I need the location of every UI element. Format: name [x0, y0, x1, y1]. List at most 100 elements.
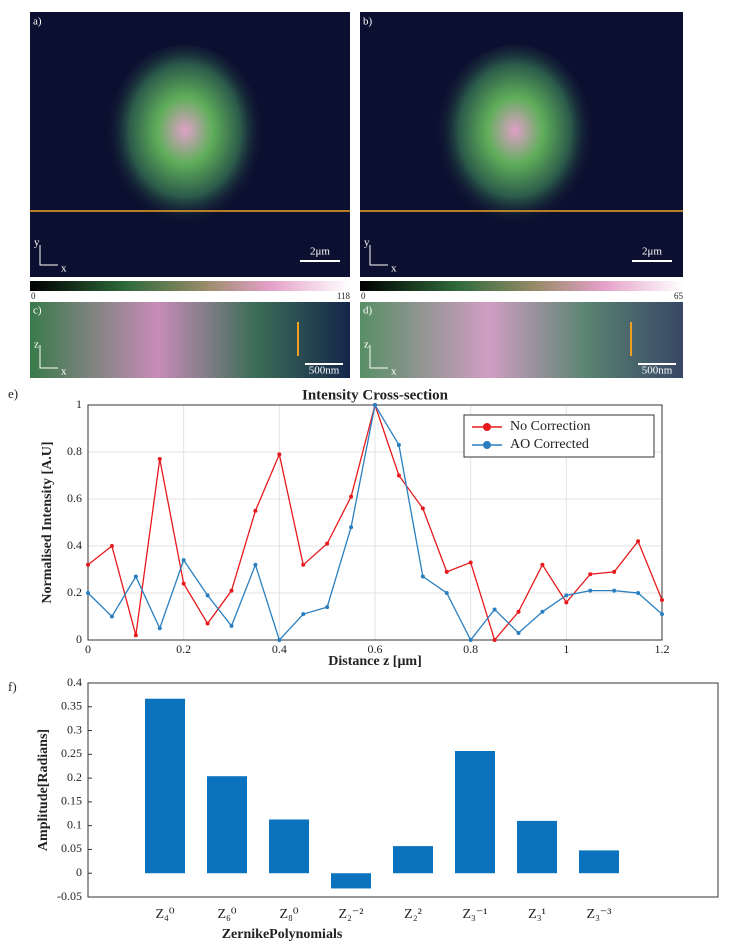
colorbar-label: 118 — [337, 291, 351, 301]
point — [636, 591, 641, 595]
legend-label: No Correction — [510, 419, 590, 434]
x-tick-label: Z₃¹ — [528, 907, 546, 922]
point — [229, 623, 234, 628]
point — [540, 609, 545, 614]
x-tick-label: Z₃⁻¹ — [462, 907, 487, 922]
x-tick-label: Z₈⁰ — [279, 907, 298, 922]
image-panel: c) z x 500nm — [30, 302, 350, 378]
point — [157, 626, 162, 631]
x-tick-label: 0.4 — [272, 642, 287, 656]
colorbar-label: 65 — [674, 291, 684, 301]
axis-label: x — [61, 263, 67, 275]
point — [109, 614, 114, 619]
x-tick-label: Z₄⁰ — [155, 907, 174, 922]
y-tick-label: 0.4 — [67, 675, 82, 689]
point — [253, 508, 258, 513]
point — [277, 452, 282, 457]
point — [229, 588, 234, 593]
image-panel: d) z x 500nm — [360, 302, 683, 378]
scale-bar-label: 500nm — [309, 365, 340, 377]
axis-label: y — [34, 237, 40, 249]
axis-label: x — [391, 263, 397, 275]
point — [612, 588, 617, 593]
y-tick-label: 0.6 — [67, 491, 82, 505]
plot-frame — [87, 682, 719, 898]
image-panel: b) y x 2μm — [360, 12, 683, 277]
x-tick-label: Z₂⁻² — [338, 907, 363, 922]
bar — [145, 698, 185, 874]
point — [396, 442, 401, 447]
y-tick-label: 0 — [76, 865, 82, 879]
colorbar — [360, 281, 683, 291]
point — [612, 569, 617, 574]
point — [444, 569, 449, 574]
point — [636, 539, 641, 544]
y-tick-label: 0.1 — [67, 817, 82, 831]
point — [325, 541, 330, 546]
bar — [207, 776, 247, 874]
point — [205, 593, 210, 598]
panel-label: a) — [33, 16, 42, 28]
y-tick-label: 0.3 — [67, 722, 82, 736]
panel-label: f) — [8, 679, 17, 694]
y-tick-label: 0.2 — [67, 585, 82, 599]
y-tick-label: 0.15 — [61, 794, 82, 808]
point — [540, 562, 545, 567]
point — [181, 581, 186, 586]
bar — [393, 846, 433, 874]
point — [349, 494, 354, 499]
scale-bar-label: 2μm — [642, 246, 662, 258]
point — [420, 574, 425, 579]
y-tick-label: 0.35 — [61, 699, 82, 713]
y-axis-label: Normalised Intensity [A.U] — [40, 441, 55, 603]
point — [396, 473, 401, 478]
bar — [579, 850, 619, 874]
point — [373, 403, 377, 407]
point — [301, 562, 306, 567]
legend-box — [463, 414, 655, 458]
panel-label: c) — [33, 305, 42, 317]
bar — [269, 819, 309, 874]
y-axis-label: Amplitude[Radians] — [36, 729, 51, 851]
point — [253, 562, 258, 567]
legend-marker — [483, 423, 491, 431]
point — [86, 562, 90, 567]
y-tick-label: 0.4 — [67, 538, 82, 552]
panel-label: b) — [363, 16, 373, 28]
point — [516, 630, 521, 635]
y-tick-label: 0.05 — [61, 841, 82, 855]
y-tick-label: 0.2 — [67, 770, 82, 784]
point — [588, 572, 593, 577]
point — [325, 605, 330, 610]
point — [109, 544, 114, 548]
point — [181, 558, 186, 563]
x-tick-label: 0.6 — [368, 642, 383, 656]
panel-label: e) — [8, 386, 18, 401]
image-panel: a) y x 2μm — [30, 12, 350, 277]
point — [564, 593, 569, 598]
point — [660, 598, 664, 603]
axis-label: x — [391, 366, 397, 378]
x-tick-label: 1.2 — [655, 642, 670, 656]
point — [277, 638, 282, 642]
x-tick-label: 0.2 — [176, 642, 191, 656]
legend-marker — [483, 441, 491, 449]
bar — [331, 873, 371, 889]
x-axis-label: Distance z [μm] — [328, 654, 421, 669]
y-tick-label: 1 — [76, 397, 82, 411]
x-tick-label: 1 — [563, 642, 569, 656]
y-tick-label: -0.05 — [57, 889, 82, 903]
legend-label: AO Corrected — [510, 437, 589, 452]
point — [468, 560, 473, 565]
y-tick-label: 0 — [76, 632, 82, 646]
panel-label: d) — [363, 305, 373, 317]
point — [133, 574, 138, 579]
point — [349, 525, 354, 530]
scale-bar-label: 500nm — [642, 365, 673, 377]
bar — [455, 751, 495, 874]
point — [492, 638, 497, 642]
point — [444, 591, 449, 595]
point — [492, 607, 497, 612]
point — [86, 591, 90, 595]
